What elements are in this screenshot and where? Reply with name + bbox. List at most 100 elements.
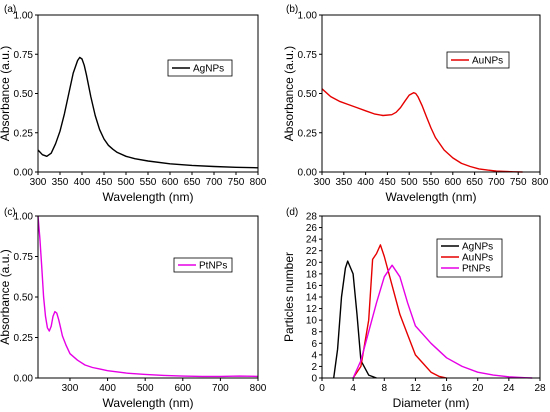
x-tick-label: 500 [401,177,418,188]
x-tick-label: 4 [350,383,356,394]
y-tick-label: 2 [311,362,317,373]
y-tick-label: 1.00 [14,212,34,223]
x-tick-label: 750 [228,177,245,188]
y-tick-label: 0.75 [298,50,318,61]
y-tick-label: 0.50 [14,293,34,304]
y-tick-label: 24 [306,235,318,246]
chart-panel-1: (a) 300 350 400 450 500 550 600 650 700 750 800 0.00… [0,4,267,204]
panel-label: (c) [4,207,16,218]
chart-panel-2: (b) 300 350 400 450 500 550 600 650 700 750 800 0.00… [282,4,549,204]
x-tick-label: 400 [74,177,91,188]
y-tick-label: 0.25 [298,128,318,139]
y-tick-label: 1.00 [298,11,318,22]
x-tick-label: 16 [441,383,453,394]
x-tick-label: 400 [357,177,374,188]
plot-frame [321,14,541,173]
panel-label: (b) [286,4,298,15]
legend-label-agnps: AgNPs [193,64,224,75]
y-tick-label: 0.50 [298,89,318,100]
x-tick-label: 800 [250,177,267,188]
y-tick-label: 0.75 [14,252,34,263]
x-tick-label: 700 [206,177,223,188]
x-tick-label: 600 [162,177,179,188]
x-tick-label: 450 [379,177,396,188]
x-axis-label: Wavelength (nm) [386,190,477,204]
y-tick-label: 28 [306,212,318,223]
x-tick-label: 750 [510,177,527,188]
x-tick-label: 0 [319,383,325,394]
y-tick-label: 26 [306,223,318,234]
x-tick-label: 650 [184,177,201,188]
y-tick-label: 0 [311,374,317,385]
legend-label-aunps: AuNPs [462,253,493,264]
x-tick-label: 300 [30,177,47,188]
x-axis-label: Diameter (nm) [393,396,470,410]
y-tick-label: 22 [306,246,318,257]
x-tick-label: 450 [96,177,113,188]
legend-box [173,257,233,273]
y-tick-label: 0.75 [14,50,34,61]
x-tick-label: 350 [335,177,352,188]
x-tick-label: 500 [118,177,135,188]
legend-label-ptnps: PtNPs [199,261,227,272]
x-tick-label: 400 [99,383,116,394]
plot-frame [37,14,259,173]
legend-label-ptnps: PtNPs [462,264,490,275]
x-tick-label: 8 [382,383,388,394]
y-tick-label: 0.50 [14,89,34,100]
y-tick-label: 0.00 [298,168,318,179]
legend-box [446,51,510,69]
panel-label: (d) [286,207,298,218]
legend-label-agnps: AgNPs [462,242,493,253]
x-tick-label: 350 [52,177,69,188]
series-line-aunps [321,88,523,173]
x-tick-label: 700 [212,383,229,394]
y-axis-label: Absorbance (a.u.) [0,249,12,344]
x-tick-label: 12 [410,383,422,394]
legend-label-aunps: AuNPs [472,56,503,67]
series-line-agnps [37,56,259,169]
x-tick-label: 550 [423,177,440,188]
y-tick-label: 1.00 [14,11,34,22]
x-tick-label: 300 [62,383,79,394]
series-line-aunps [352,244,447,379]
x-tick-label: 20 [472,383,484,394]
y-tick-label: 16 [306,281,318,292]
x-tick-label: 600 [444,177,461,188]
y-tick-label: 8 [311,327,317,338]
y-tick-label: 0.00 [14,374,34,385]
series-line-ptnps [352,264,533,379]
legend-box [167,59,233,77]
y-tick-label: 0.00 [14,168,34,179]
panel-label: (a) [4,4,16,15]
x-axis-label: Wavelength (nm) [103,396,194,410]
y-tick-label: 6 [311,339,317,350]
series-line-ptnps [37,215,259,378]
x-tick-label: 24 [503,383,515,394]
x-axis-label: Wavelength (nm) [103,190,194,204]
chart-panel-3: (c) 300 400 500 600 700 800 0.00 0.25 0.50 0.75 1.0… [0,207,267,410]
x-tick-label: 600 [174,383,191,394]
x-tick-label: 650 [466,177,483,188]
y-axis-label: Particles number [282,252,296,342]
chart-panel-4: (d)0 4 8 12 16 20 24 28024681012141618202224262… [282,207,546,410]
x-tick-label: 700 [488,177,505,188]
y-tick-label: 12 [306,304,318,315]
x-tick-label: 500 [137,383,154,394]
x-tick-label: 550 [140,177,157,188]
x-tick-label: 28 [534,383,546,394]
y-axis-label: Absorbance (a.u.) [0,46,12,141]
series-line-agnps [333,260,377,379]
x-tick-label: 800 [532,177,549,188]
y-axis-label: Absorbance (a.u.) [282,46,296,141]
x-tick-label: 800 [250,383,267,394]
y-tick-label: 0.25 [14,128,34,139]
y-tick-label: 4 [311,350,317,361]
y-tick-label: 14 [306,293,318,304]
y-tick-label: 10 [306,316,318,327]
y-tick-label: 18 [306,269,318,280]
y-tick-label: 20 [306,258,318,269]
y-tick-label: 0.25 [14,333,34,344]
x-tick-label: 300 [314,177,331,188]
